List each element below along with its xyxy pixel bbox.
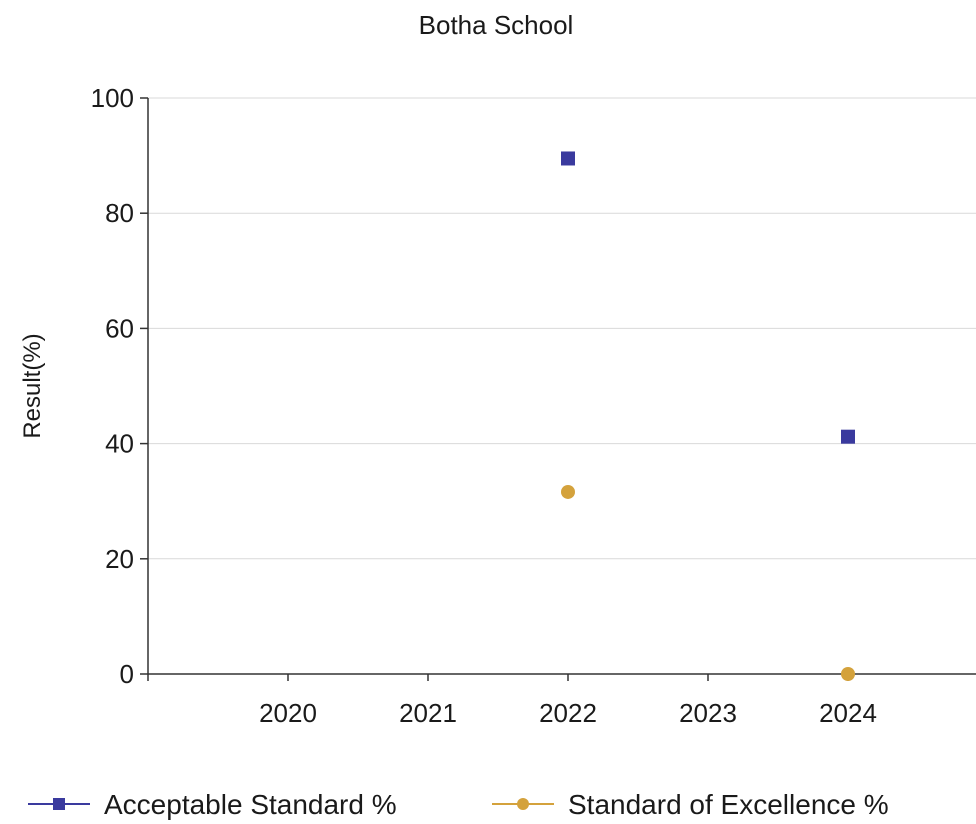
legend-item: Standard of Excellence %: [492, 789, 889, 820]
series-2: [561, 484, 855, 681]
legend: Acceptable Standard % Standard of Excelle…: [28, 789, 889, 820]
chart-title: Botha School: [419, 10, 574, 40]
legend-item: Acceptable Standard %: [28, 789, 397, 820]
gridlines: [148, 97, 976, 560]
data-point: [561, 151, 575, 166]
y-axis-title: Result(%): [19, 333, 46, 438]
x-tick-label: 2020: [259, 698, 317, 728]
x-tick-label: 2022: [539, 698, 597, 728]
x-tick-label: 2023: [679, 698, 737, 728]
y-tick-label: 40: [105, 429, 134, 459]
series-layer: [561, 151, 855, 681]
series-1: [561, 151, 855, 444]
y-tick-label: 60: [105, 313, 134, 343]
x-tick-label: 2024: [819, 698, 877, 728]
axes: [147, 98, 976, 675]
legend-label: Standard of Excellence %: [568, 789, 889, 820]
data-point: [841, 429, 855, 444]
x-axis-ticks: 2020 2021 2022 2023 2024: [147, 674, 877, 728]
data-point: [841, 667, 855, 681]
x-tick-label: 2021: [399, 698, 457, 728]
legend-marker: [517, 798, 529, 810]
data-point: [561, 484, 575, 499]
y-axis-ticks: 0 20 40 60 80 100: [91, 83, 148, 689]
y-tick-label: 20: [105, 544, 134, 574]
legend-marker: [53, 798, 65, 810]
y-tick-label: 0: [120, 659, 134, 689]
y-tick-label: 80: [105, 198, 134, 228]
y-tick-label: 100: [91, 83, 134, 113]
legend-label: Acceptable Standard %: [104, 789, 397, 820]
